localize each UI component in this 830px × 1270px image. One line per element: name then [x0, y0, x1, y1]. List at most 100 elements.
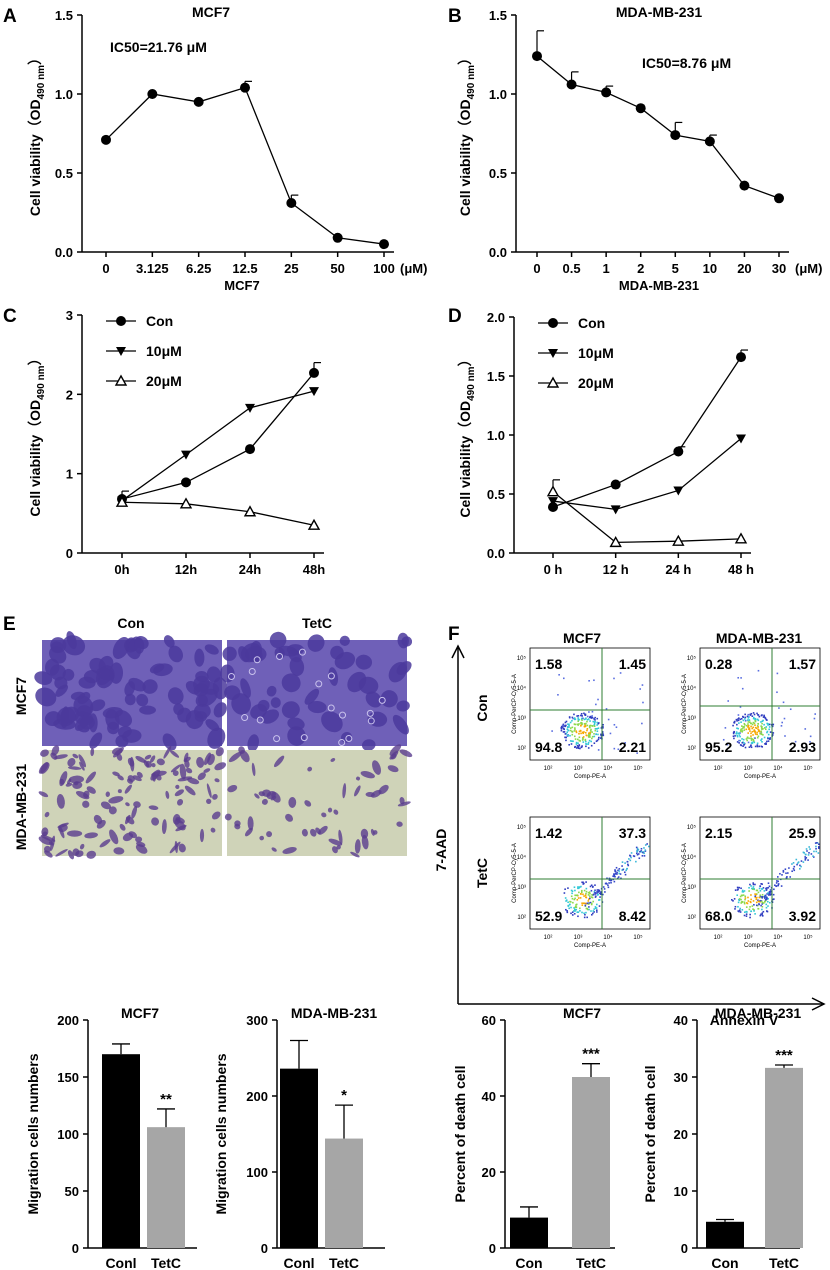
- flow-event-0-61: [564, 721, 567, 724]
- flow-event-3-235: [744, 897, 747, 899]
- flow-event-0-191: [596, 717, 599, 720]
- flow-event-3-118: [745, 906, 748, 908]
- micrograph-cell-2-76: [170, 764, 182, 773]
- flow-x-tick-0-2: 10⁴: [603, 765, 613, 772]
- flow-event-3-216: [754, 913, 756, 915]
- micrograph-cell-2-100: [127, 778, 133, 784]
- flow-event-1-77: [764, 728, 767, 731]
- flow-event-2-215: [575, 908, 578, 911]
- flow-event-2-252: [577, 915, 579, 918]
- x-tick-label-C-2: 24h: [239, 562, 261, 577]
- micrograph-cell-3-50: [271, 847, 277, 852]
- flow-event-1-132: [761, 740, 763, 743]
- flow-event-1-200: [739, 718, 742, 721]
- flow-event-3-9: [772, 898, 774, 901]
- flow-event-2-0: [590, 903, 593, 906]
- micrograph-cell-2-69: [66, 830, 83, 837]
- flow-event-0-64: [636, 752, 638, 754]
- flow-event-0-200: [581, 723, 583, 726]
- micrograph-cell-1-32: [266, 685, 277, 697]
- flow-event-3-124: [766, 893, 768, 895]
- micrograph-cell-1-9: [396, 700, 410, 712]
- y-axis-title-B: Cell viability（OD490 nm）: [457, 51, 477, 216]
- flow-event-3-224: [760, 900, 763, 903]
- micrograph-cell-2-127: [86, 786, 96, 794]
- flow-event-3-225: [815, 850, 818, 853]
- micrograph-cell-2-97: [79, 843, 85, 850]
- micrograph-cell-2-58: [144, 754, 152, 760]
- legend-label-C-1: 10μM: [146, 343, 182, 359]
- flow-event-2-127: [573, 908, 576, 911]
- flow-event-2-225: [605, 882, 607, 885]
- micrograph-cell-3-34: [327, 807, 333, 813]
- flow-event-0-139: [588, 735, 591, 738]
- flow-event-1-196: [749, 745, 752, 747]
- flow-event-0-180: [565, 736, 567, 739]
- flow-event-3-132: [779, 872, 781, 875]
- flow-event-2-202: [585, 896, 588, 899]
- y-tick-label-D-4: 2.0: [487, 310, 505, 325]
- flow-event-1-144: [782, 701, 785, 704]
- flow-event-3-207: [800, 860, 803, 862]
- micrograph-cell-1-36: [397, 632, 409, 649]
- data-point-A-0-4: [286, 198, 297, 209]
- y-tick-label-B-3: 1.5: [489, 8, 507, 23]
- panel-label-F: F: [448, 624, 460, 645]
- flow-y-tick-1-0: 10²: [687, 746, 696, 752]
- flow-event-2-236: [644, 844, 647, 846]
- flow-event-2-97: [596, 890, 598, 893]
- x-tick-label-B-2: 1: [603, 261, 610, 276]
- flow-event-3-162: [812, 855, 814, 857]
- flow-event-0-190: [580, 730, 582, 732]
- flow-event-3-217: [750, 910, 752, 913]
- flow-event-2-36: [577, 886, 579, 888]
- flow-event-3-22: [753, 908, 755, 911]
- chart-title-E-MCF7: MCF7: [121, 1005, 159, 1021]
- flow-event-0-27: [576, 738, 579, 741]
- flow-event-3-147: [815, 847, 817, 850]
- flow-event-2-123: [563, 892, 566, 894]
- flow-event-0-97: [584, 725, 587, 727]
- micrograph-cell-3-57: [282, 847, 297, 854]
- flow-event-1-191: [768, 728, 770, 731]
- flow-event-1-103: [754, 719, 757, 721]
- flow-event-1-81: [752, 721, 755, 724]
- flow-event-0-202: [615, 726, 618, 729]
- flow-event-1-210: [737, 676, 740, 679]
- y-tick-label-D-3: 1.5: [487, 369, 505, 384]
- flow-event-3-49: [760, 883, 762, 885]
- micrograph-cell-3-45: [397, 801, 411, 807]
- flow-event-1-155: [736, 727, 738, 730]
- flow-event-0-175: [596, 730, 599, 733]
- flow-event-0-101: [577, 717, 579, 719]
- flow-event-1-57: [735, 731, 738, 733]
- flow-event-1-209: [760, 721, 762, 723]
- flow-event-3-99: [740, 901, 743, 903]
- flow-event-0-88: [594, 729, 597, 732]
- flow-event-1-241: [761, 720, 764, 722]
- flow-event-1-253: [757, 735, 760, 738]
- flow-event-2-47: [595, 909, 598, 912]
- flow-x-tick-0-3: 10⁵: [633, 765, 643, 772]
- flow-event-0-182: [613, 723, 616, 726]
- flow-event-3-12: [731, 898, 733, 901]
- flow-event-2-163: [564, 897, 567, 899]
- y-tick-label-E-MDA-3: 300: [246, 1013, 268, 1028]
- flow-event-2-31: [566, 910, 568, 912]
- micrograph-cell-3-39: [273, 755, 285, 768]
- y-tick-label-D-1: 0.5: [487, 487, 505, 502]
- flow-event-0-158: [605, 708, 608, 710]
- micrograph-row-label-1: MDA-MB-231: [13, 764, 29, 851]
- y-tick-label-E-MDA-1: 100: [246, 1165, 268, 1180]
- micrograph-cell-3-40: [301, 828, 308, 837]
- flow-event-0-232: [576, 744, 579, 747]
- series-line-D-1: [552, 438, 742, 511]
- flow-event-2-221: [586, 916, 588, 919]
- flow-event-0-206: [574, 746, 576, 749]
- micrograph-cell-1-34: [281, 701, 300, 719]
- y-axis-title-C: Cell viability（OD490 nm）: [27, 351, 47, 516]
- flow-event-1-41: [750, 744, 752, 747]
- flow-event-0-259: [589, 715, 592, 718]
- flow-event-1-213: [766, 719, 768, 721]
- y-tick-label-E-MCF7-1: 50: [65, 1184, 79, 1199]
